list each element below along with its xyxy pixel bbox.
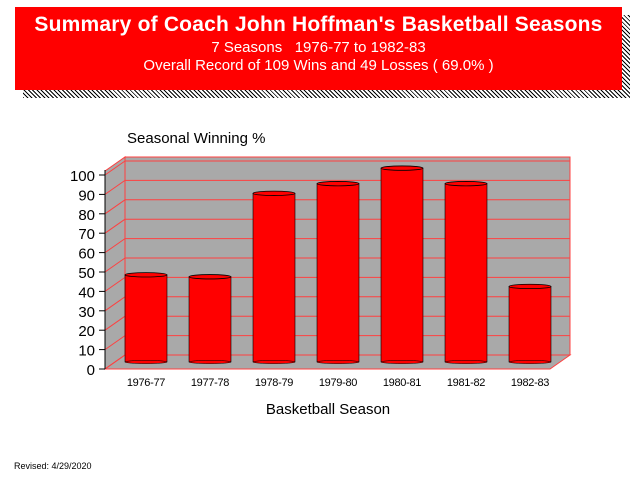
gridline-side <box>104 296 126 312</box>
gridline-side <box>104 276 126 292</box>
revised-date: Revised: 4/29/2020 <box>14 461 92 471</box>
y-tick-label: 40 <box>78 284 95 301</box>
y-tick-label: 50 <box>78 265 95 282</box>
x-tick-label: 1981-82 <box>447 377 485 389</box>
bar-base <box>252 360 296 364</box>
bar <box>316 183 360 363</box>
y-tick-label: 80 <box>78 207 95 224</box>
gridline-side <box>104 315 126 331</box>
bar-base <box>380 360 424 364</box>
gridline-side <box>104 354 126 370</box>
bar-base <box>124 360 168 364</box>
x-tick-label: 1978-79 <box>255 377 293 389</box>
bar-cap <box>188 274 232 280</box>
bar <box>444 183 488 363</box>
chart-title: Seasonal Winning % <box>127 130 266 147</box>
x-axis-label: Basketball Season <box>266 401 390 418</box>
y-tick-label: 0 <box>87 362 95 379</box>
bar-group <box>380 165 424 364</box>
bar-group <box>316 181 360 364</box>
y-tick-label: 90 <box>78 187 95 204</box>
bar-cap <box>508 283 552 290</box>
y-tick-label: 30 <box>78 304 95 321</box>
bar-cap <box>316 181 360 187</box>
x-tick-label: 1979-80 <box>319 377 357 389</box>
header-banner: Summary of Coach John Hoffman's Basketba… <box>15 7 622 90</box>
bar-group <box>252 190 296 364</box>
gridline-side <box>104 238 126 254</box>
bar-base <box>316 360 360 364</box>
seasons-subtitle: 7 Seasons 1976-77 to 1982-83 <box>211 39 426 56</box>
gridline-side <box>104 179 126 195</box>
gridline-side <box>104 199 126 215</box>
x-tick-label: 1976-77 <box>127 377 165 389</box>
gridline-side <box>104 160 126 176</box>
bar-base <box>188 360 232 364</box>
bar-base <box>444 360 488 364</box>
bar-group <box>124 272 168 364</box>
bar-group <box>508 283 552 364</box>
bar <box>508 286 552 363</box>
x-tick-label: 1982-83 <box>511 377 549 389</box>
bar <box>124 274 168 363</box>
bar-group <box>444 181 488 364</box>
x-tick-label: 1977-78 <box>191 377 229 389</box>
y-tick-label: 70 <box>78 226 95 243</box>
bar <box>252 193 296 363</box>
bar-cap <box>252 190 296 196</box>
y-tick-label: 20 <box>78 323 95 340</box>
gridline-side <box>104 218 126 234</box>
bar-cap <box>380 165 424 171</box>
bar-cap <box>444 181 488 187</box>
bar <box>188 276 232 363</box>
page-title: Summary of Coach John Hoffman's Basketba… <box>34 13 603 36</box>
bar-group <box>188 274 232 364</box>
y-tick-label: 100 <box>70 168 95 185</box>
gridline-side <box>104 257 126 273</box>
x-tick-label: 1980-81 <box>383 377 421 389</box>
overall-record: Overall Record of 109 Wins and 49 Losses… <box>143 57 494 74</box>
y-tick-label: 60 <box>78 246 95 263</box>
bar <box>380 167 424 363</box>
y-tick-label: 10 <box>78 343 95 360</box>
gridline-side <box>104 335 126 351</box>
bar-base <box>508 360 552 364</box>
bar-cap <box>124 272 168 278</box>
